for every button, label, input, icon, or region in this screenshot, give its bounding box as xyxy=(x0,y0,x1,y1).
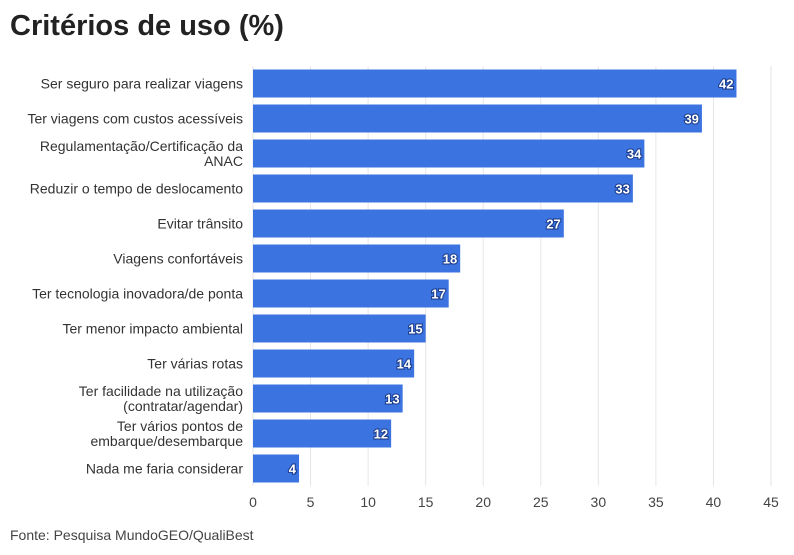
category-label: Nada me faria considerar xyxy=(86,461,244,477)
bar xyxy=(253,419,392,448)
category-label: Reduzir o tempo de deslocamento xyxy=(30,181,243,197)
x-tick-label: 20 xyxy=(475,494,491,510)
x-tick-label: 10 xyxy=(360,494,376,510)
category-label: Ser seguro para realizar viagens xyxy=(41,76,243,92)
bar xyxy=(253,349,415,378)
category-label: Ter menor impacto ambiental xyxy=(62,321,243,337)
x-tick-label: 45 xyxy=(763,494,779,510)
x-tick-label: 0 xyxy=(249,494,257,510)
bar xyxy=(253,314,426,343)
category-label: Regulamentação/Certificação da ANAC xyxy=(40,138,243,169)
bar xyxy=(253,384,403,413)
value-labels: 42 39 34 33 27 18 17 15 14 13 12 4 xyxy=(288,75,735,477)
x-axis-ticks: 0 5 10 15 20 25 30 35 40 45 xyxy=(249,494,779,510)
bar xyxy=(253,209,564,238)
grid-lines xyxy=(252,66,772,486)
x-tick-label: 5 xyxy=(307,494,315,510)
value-label: 17 xyxy=(431,287,445,302)
value-label: 27 xyxy=(546,217,560,232)
value-label: 12 xyxy=(374,427,388,442)
bar xyxy=(253,139,645,168)
bars xyxy=(253,69,737,483)
category-labels: Ser seguro para realizar viagens Ter viag… xyxy=(27,76,243,477)
bar xyxy=(253,279,449,308)
x-tick-label: 25 xyxy=(533,494,549,510)
category-label: Ter facilidade na utilização (contratar/a… xyxy=(79,383,243,414)
bar xyxy=(253,454,300,483)
bar xyxy=(253,104,702,133)
category-label: Ter várias rotas xyxy=(147,356,243,372)
source-note: Fonte: Pesquisa MundoGEO/QualiBest xyxy=(10,527,254,543)
category-label: Evitar trânsito xyxy=(157,216,243,232)
x-tick-label: 30 xyxy=(591,494,607,510)
bar xyxy=(253,244,461,273)
value-label: 34 xyxy=(627,147,642,162)
bar-chart: Ser seguro para realizar viagens Ter viag… xyxy=(27,66,779,510)
chart-title: Critérios de uso (%) xyxy=(10,10,284,42)
value-label: 18 xyxy=(443,252,457,267)
value-label: 42 xyxy=(719,77,733,92)
x-tick-label: 40 xyxy=(706,494,722,510)
value-label: 14 xyxy=(397,357,412,372)
x-tick-label: 35 xyxy=(648,494,664,510)
category-label: Viagens confortáveis xyxy=(113,251,243,267)
x-tick-label: 15 xyxy=(418,494,434,510)
value-label: 33 xyxy=(615,182,629,197)
value-label: 39 xyxy=(684,112,698,127)
bar xyxy=(253,174,633,203)
category-label: Ter viagens com custos acessíveis xyxy=(27,111,243,127)
category-label: Ter vários pontos de embarque/desembarque xyxy=(90,418,243,449)
value-label: 13 xyxy=(385,392,399,407)
category-label: Ter tecnologia inovadora/de ponta xyxy=(32,286,243,302)
value-label: 4 xyxy=(289,462,297,477)
value-label: 15 xyxy=(408,322,422,337)
bar xyxy=(253,69,737,98)
